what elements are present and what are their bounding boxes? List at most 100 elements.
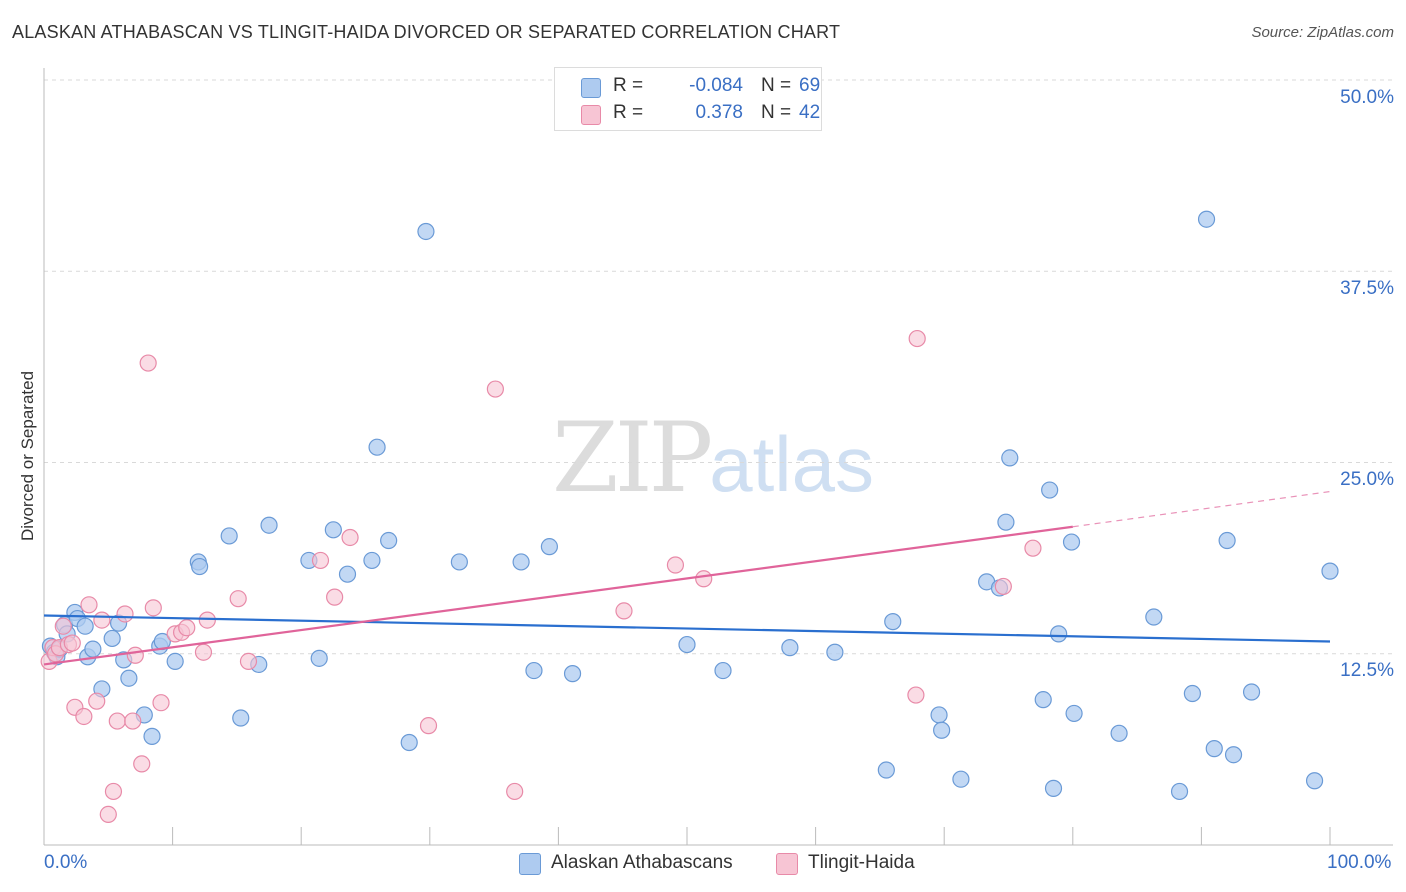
legend-r-label: R = [613, 75, 644, 96]
athabascan-point [220, 527, 238, 545]
tlingit-point [1024, 539, 1042, 557]
athabascan-point [1065, 704, 1083, 723]
x-tick-label-0: 0.0% [44, 852, 88, 873]
tlingit-point [615, 602, 633, 620]
legend-n-value: 69 [799, 75, 821, 96]
watermark: ZIPatlas [552, 402, 874, 514]
athabascan-point [826, 643, 844, 661]
athabascan-point [930, 706, 948, 724]
tlingit-point [326, 588, 344, 606]
athabascan-point [997, 513, 1015, 531]
tlingit-point [133, 755, 151, 773]
athabascan-point [1145, 608, 1163, 626]
athabascan-point [952, 770, 970, 788]
tlingit-point [93, 611, 111, 629]
athabascan-point [884, 613, 902, 631]
tlingit-point [63, 634, 81, 652]
legend-n-label: N = [761, 75, 792, 96]
athabascan-point [1170, 782, 1189, 801]
athabascan-point [1305, 772, 1324, 790]
tlingit-point [75, 707, 93, 726]
athabascan-point [1062, 533, 1081, 551]
athabascan-point [1205, 740, 1223, 758]
legend-r-value: -0.084 [689, 75, 743, 96]
legend-r-value: 0.378 [695, 102, 743, 123]
tlingit-point [506, 782, 524, 801]
athabascan-point [324, 521, 342, 539]
bottom-legend-label: Tlingit-Haida [808, 852, 915, 873]
athabascan-point [714, 661, 732, 680]
legend-n-label: N = [761, 102, 792, 123]
athabascan-point [678, 635, 696, 654]
athabascan-point [1050, 625, 1068, 643]
tlingit-point [126, 646, 144, 664]
tlingit-point [178, 619, 196, 637]
athabascan-point [232, 709, 250, 727]
athabascan-point [191, 557, 209, 576]
tlingit-trend-line [43, 525, 1073, 666]
tlingit-point [99, 805, 117, 824]
athabascan-point [1034, 691, 1052, 709]
tlingit-trend-extension [1072, 490, 1331, 528]
tlingit-point [194, 643, 213, 661]
athabascan-point [417, 222, 435, 241]
tlingit-point [108, 712, 126, 730]
watermark-atlas: atlas [709, 420, 874, 508]
athabascan-point [877, 761, 895, 779]
athabascan-point [1041, 481, 1059, 499]
athabascan-point [1218, 531, 1236, 550]
athabascan-point [1183, 684, 1201, 703]
y-tick-label-50: 50.0% [1340, 87, 1394, 108]
y-tick-label-25: 25.0% [1340, 469, 1394, 490]
tlingit-point [994, 577, 1012, 596]
tlingit-point [88, 692, 106, 710]
athabascan-point [166, 652, 184, 671]
athabascan-point [540, 538, 558, 556]
athabascan-point [1242, 683, 1261, 701]
tlingit-point [116, 605, 134, 623]
tlingit-point [139, 354, 157, 372]
athabascan-point [1321, 562, 1339, 580]
tlingit-point [239, 652, 258, 671]
athabascan-point [1044, 779, 1063, 797]
tlingit-point [54, 617, 72, 635]
correlation-legend: R = -0.084 N = 69 R = 0.378 N = 42 [554, 67, 822, 131]
athabascan-trend-line [43, 614, 1331, 643]
athabascan-point [310, 649, 328, 667]
y-axis-label: Divorced or Separated [18, 370, 37, 542]
tlingit-point [80, 596, 98, 614]
athabascan-point [338, 565, 357, 583]
athabascan-point [781, 639, 799, 657]
athabascan-point [380, 531, 398, 550]
legend-swatch-blue [581, 78, 601, 98]
tlingit-point [152, 694, 170, 712]
legend-n-value: 42 [799, 102, 821, 123]
bottom-legend-swatch-blue [519, 853, 541, 875]
tlingit-point [198, 611, 216, 629]
athabascan-point [76, 617, 94, 635]
tlingit-point [229, 590, 247, 608]
athabascan-point [563, 665, 582, 683]
athabascan-point [1001, 449, 1019, 467]
athabascan-point [525, 661, 543, 680]
tlingit-point [908, 329, 926, 348]
athabascan-point [368, 438, 386, 456]
athabascan-point [143, 727, 161, 745]
tlingit-point [124, 712, 142, 730]
legend-swatch-pink [581, 105, 601, 125]
tlingit-point [419, 717, 438, 735]
tlingit-point [486, 380, 504, 398]
x-tick-label-100: 100.0% [1327, 852, 1392, 873]
athabascan-point [400, 733, 418, 752]
athabascan-point [84, 640, 102, 658]
athabascan-point [1110, 724, 1128, 742]
y-tick-label-37-5: 37.5% [1340, 278, 1394, 299]
legend-r-label: R = [613, 102, 644, 123]
bottom-legend-label: Alaskan Athabascans [551, 852, 733, 873]
chart-title: ALASKAN ATHABASCAN VS TLINGIT-HAIDA DIVO… [12, 22, 841, 42]
watermark-zip: ZIP [552, 402, 713, 514]
tlingit-point [311, 551, 330, 570]
tlingit-point [695, 570, 713, 588]
y-tick-label-12-5: 12.5% [1340, 660, 1394, 681]
